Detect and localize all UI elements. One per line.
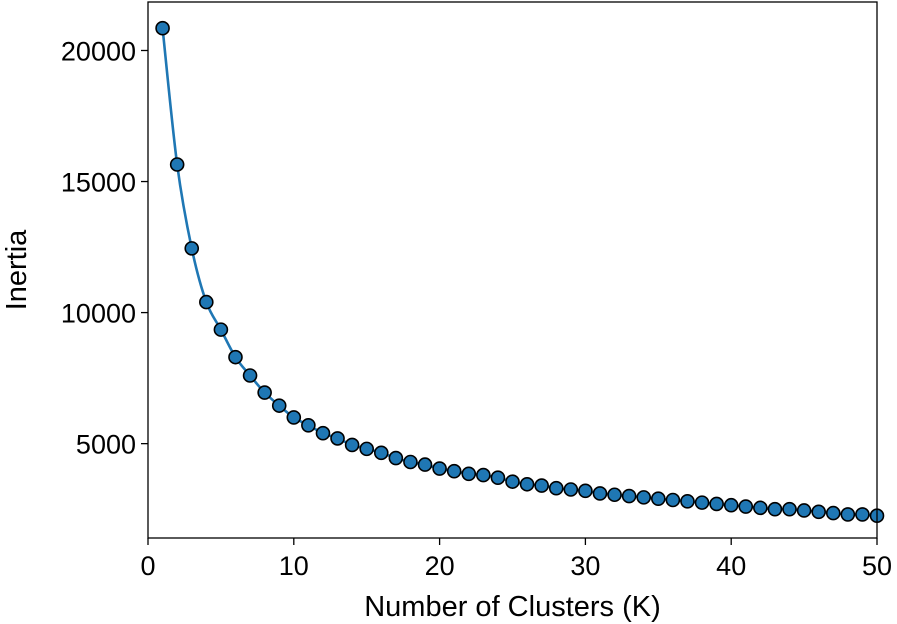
data-point (271, 398, 287, 413)
x-axis-label: Number of Clusters (K) (364, 591, 661, 623)
data-point (446, 463, 462, 479)
data-point (301, 417, 316, 433)
data-point (578, 483, 593, 499)
data-point (286, 410, 302, 425)
y-tick-label: 10000 (61, 299, 136, 329)
data-point (607, 487, 622, 503)
data-point (417, 457, 433, 472)
data-point (505, 474, 520, 489)
data-point (403, 454, 418, 470)
data-point (811, 504, 826, 520)
data-point (738, 499, 754, 514)
data-point (636, 490, 652, 505)
data-point (330, 431, 345, 446)
x-axis: 0 10 20 30 40 50 (140, 538, 892, 581)
data-point (476, 467, 491, 483)
data-point (490, 470, 506, 486)
data-point (680, 494, 695, 509)
data-point (257, 385, 272, 400)
x-tick-label: 20 (425, 551, 455, 581)
data-point (359, 441, 375, 457)
y-axis-label: Inertia (1, 229, 33, 310)
data-point (592, 486, 608, 501)
x-tick-label: 40 (716, 551, 746, 581)
data-point (461, 466, 477, 482)
data-point (519, 476, 535, 492)
data-point (548, 480, 564, 496)
y-tick-label: 15000 (61, 168, 136, 198)
data-point (432, 461, 447, 476)
data-point (315, 425, 331, 441)
data-point (213, 322, 229, 337)
data-point (796, 503, 812, 518)
data-point (782, 501, 797, 517)
data-point (184, 241, 200, 256)
y-tick-label: 20000 (61, 36, 136, 66)
data-point (621, 488, 637, 504)
y-axis: 5000 10000 15000 20000 (61, 36, 148, 460)
data-point (709, 496, 724, 512)
data-point (242, 368, 258, 383)
data-point (344, 437, 360, 453)
data-point (665, 492, 681, 508)
data-point (373, 445, 389, 461)
x-tick-label: 0 (140, 551, 155, 581)
x-tick-label: 10 (279, 551, 309, 581)
x-tick-label: 30 (570, 551, 600, 581)
data-point (228, 349, 243, 365)
data-point (199, 294, 214, 310)
y-tick-label: 5000 (76, 430, 136, 460)
data-point (155, 20, 170, 36)
plot-frame (147, 1, 878, 539)
data-point (753, 500, 768, 516)
data-point (694, 495, 710, 510)
series-line (161, 28, 878, 518)
data-point (825, 505, 841, 521)
data-point (723, 497, 739, 513)
data-point (534, 478, 549, 493)
data-point (767, 501, 783, 517)
data-point (840, 507, 856, 522)
series-layer (155, 20, 885, 524)
data-point (388, 450, 404, 466)
x-tick-label: 50 (862, 551, 892, 581)
data-point (650, 491, 666, 506)
data-point (563, 482, 579, 497)
data-point (169, 157, 185, 172)
data-point (855, 507, 870, 522)
